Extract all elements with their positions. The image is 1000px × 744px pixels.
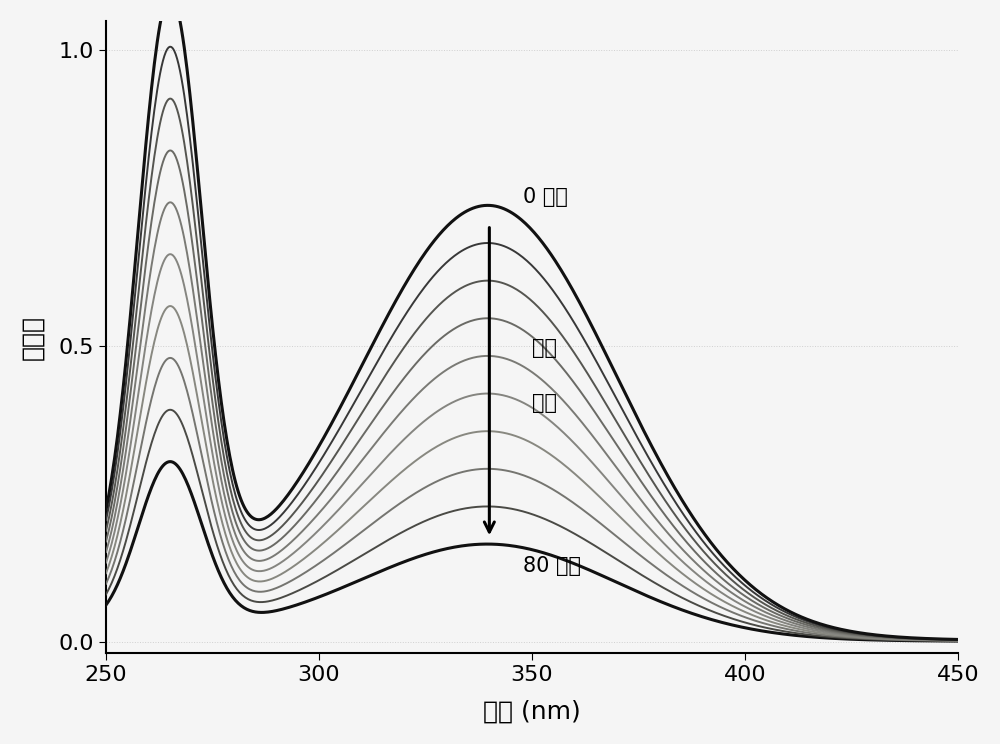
Text: 时间: 时间 xyxy=(532,338,557,358)
Y-axis label: 吸光度: 吸光度 xyxy=(21,315,45,359)
Text: 80 分钟: 80 分钟 xyxy=(523,556,581,576)
Text: 0 分钟: 0 分钟 xyxy=(523,187,568,207)
Text: 增加: 增加 xyxy=(532,394,557,414)
X-axis label: 波长 (nm): 波长 (nm) xyxy=(483,699,581,723)
